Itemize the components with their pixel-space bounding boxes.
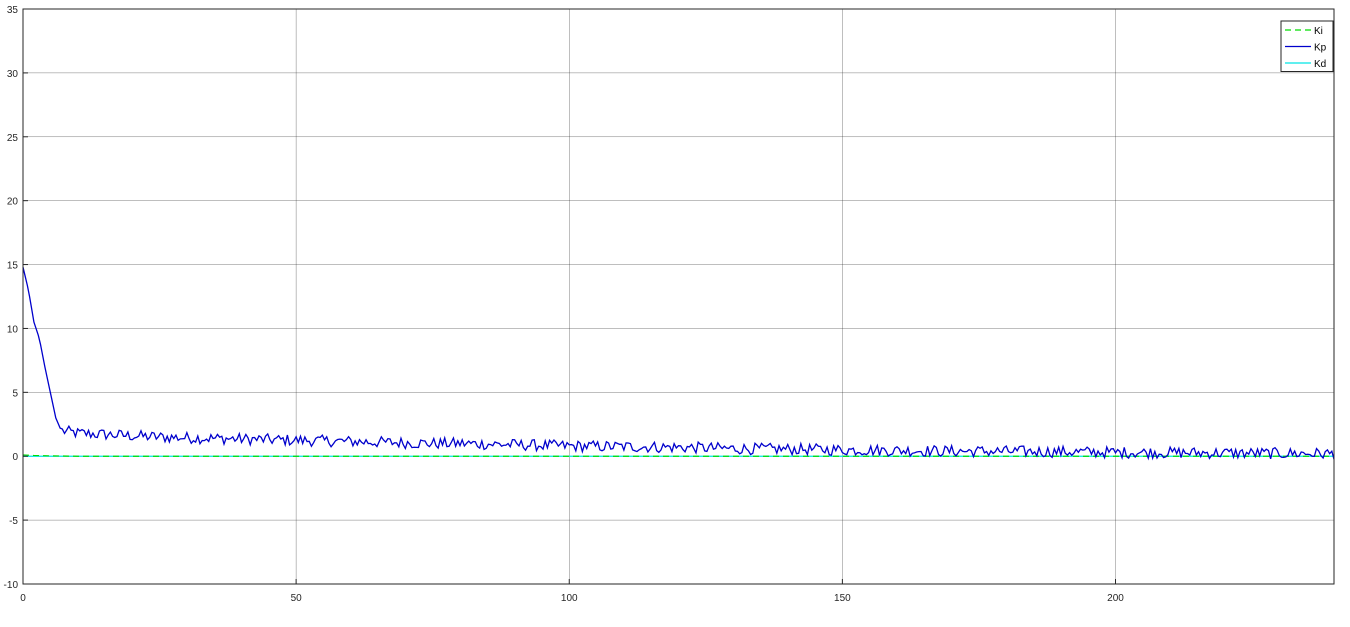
y-tick-label: 0 bbox=[12, 452, 18, 463]
legend: Ki Kp Kd bbox=[1280, 20, 1334, 72]
legend-label-kp: Kp bbox=[1314, 43, 1327, 54]
legend-label-kd: Kd bbox=[1314, 59, 1326, 70]
y-tick-label: -10 bbox=[4, 580, 19, 591]
y-tick-label: 30 bbox=[7, 69, 19, 80]
y-tick-label: -5 bbox=[9, 516, 18, 527]
x-tick-label: 0 bbox=[20, 593, 26, 604]
plot-background bbox=[23, 9, 1334, 584]
y-tick-label: 15 bbox=[7, 261, 19, 272]
series-line-kp bbox=[22, 266, 1335, 461]
x-tick-label: 150 bbox=[834, 593, 851, 604]
x-tick-label: 100 bbox=[561, 593, 578, 604]
y-tick-label: 35 bbox=[7, 5, 19, 16]
series-group bbox=[22, 266, 1335, 461]
y-tick-label: 20 bbox=[7, 197, 19, 208]
plot-frame bbox=[22, 8, 1335, 585]
tick-labels: 0 50 100 150 200 -10 -5 0 5 10 15 20 25 30 35 bbox=[4, 5, 1125, 604]
y-tick-label: 10 bbox=[7, 324, 19, 335]
legend-label-ki: Ki bbox=[1314, 26, 1323, 37]
x-tick-label: 50 bbox=[291, 593, 303, 604]
y-tick-label: 5 bbox=[12, 388, 18, 399]
y-tick-label: 25 bbox=[7, 133, 19, 144]
x-tick-label: 200 bbox=[1107, 593, 1124, 604]
